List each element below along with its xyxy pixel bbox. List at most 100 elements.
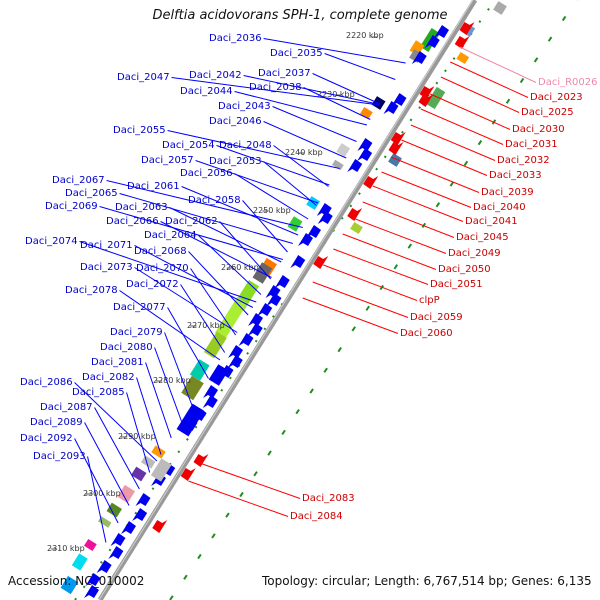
gene-label[interactable]: Daci_2033 [489, 170, 542, 181]
gene-label[interactable]: Daci_2058 [188, 195, 241, 206]
label-connector [263, 161, 317, 206]
backbone-highlight [98, 0, 474, 600]
reverse-gene-arrow [180, 468, 196, 481]
gene-label[interactable]: Daci_2025 [521, 107, 574, 118]
gene-label[interactable]: Daci_2077 [113, 302, 166, 313]
gene-label[interactable]: Daci_2032 [497, 155, 550, 166]
gene-label[interactable]: Daci_2051 [430, 279, 483, 290]
forward-gene-arrow [85, 573, 101, 586]
gene-label[interactable]: Daci_2072 [126, 279, 179, 290]
gene-label[interactable]: Daci_2030 [512, 124, 565, 135]
gene-label[interactable]: Daci_2038 [249, 82, 302, 93]
feature-block [141, 455, 156, 469]
gene-label[interactable]: Daci_2049 [448, 248, 501, 259]
forward-gene-labels: Daci_2036 Daci_2035 Daci_2047 Daci_2042 … [20, 33, 323, 462]
gene-label[interactable]: Daci_2042 [189, 70, 242, 81]
gene-label[interactable]: Daci_2081 [91, 357, 144, 368]
label-connector [87, 456, 107, 543]
reverse-gene-arrow [418, 94, 434, 107]
gene-label[interactable]: Daci_2035 [270, 48, 323, 59]
gene-label[interactable]: Daci_2047 [117, 72, 170, 83]
forward-gene-arrow [203, 385, 218, 398]
gene-label[interactable]: Daci_R0026 [538, 77, 598, 88]
forward-gene-arrow [108, 546, 124, 559]
forward-gene-arrow [411, 51, 427, 64]
gene-label[interactable]: Daci_2066 [106, 216, 159, 227]
gene-label[interactable]: Daci_2057 [141, 155, 194, 166]
forward-gene-arrow [357, 148, 373, 161]
gene-label[interactable]: Daci_2064 [144, 230, 197, 241]
label-connector [126, 392, 151, 473]
forward-gene-arrow [96, 560, 112, 573]
gene-label[interactable]: Daci_2085 [72, 387, 125, 398]
gene-label[interactable]: Daci_2084 [290, 511, 343, 522]
gene-label[interactable]: Daci_2031 [505, 139, 558, 150]
gene-label[interactable]: clpP [419, 295, 440, 306]
gene-label[interactable]: Daci_2078 [65, 285, 118, 296]
gene-label[interactable]: Daci_2036 [209, 33, 262, 44]
gene-label[interactable]: Daci_2023 [530, 92, 583, 103]
label-connector [312, 73, 381, 105]
gene-label[interactable]: Daci_2056 [180, 168, 233, 179]
feature-block [106, 502, 122, 518]
gene-label[interactable]: Daci_2079 [110, 327, 163, 338]
gene-label[interactable]: Daci_2046 [209, 116, 262, 127]
gene-label[interactable]: Daci_2043 [218, 101, 271, 112]
label-connectors [74, 38, 537, 543]
gene-label[interactable]: Daci_2070 [136, 263, 189, 274]
gene-label[interactable]: Daci_2067 [52, 175, 105, 186]
gene-label[interactable]: Daci_2065 [65, 188, 118, 199]
gene-label[interactable]: Daci_2059 [410, 312, 463, 323]
gene-label[interactable]: Daci_2074 [25, 236, 78, 247]
gene-label[interactable]: Daci_2082 [82, 372, 135, 383]
forward-gene-arrow [257, 303, 273, 316]
label-connector [199, 462, 301, 499]
gene-label[interactable]: Daci_2092 [20, 433, 73, 444]
gene-label[interactable]: Daci_2039 [481, 187, 534, 198]
gene-label[interactable]: Daci_2053 [209, 156, 262, 167]
gene-label[interactable]: Daci_2087 [40, 402, 93, 413]
feature-block [84, 538, 97, 552]
gene-label[interactable]: Daci_2068 [134, 246, 187, 257]
label-connector [188, 251, 249, 316]
label-connector [84, 422, 130, 506]
gene-label[interactable]: Daci_2062 [165, 216, 218, 227]
gene-label[interactable]: Daci_2050 [438, 264, 491, 275]
reverse-gene-arrow [363, 176, 379, 189]
label-connector [381, 171, 472, 208]
gene-label[interactable]: Daci_2071 [80, 240, 133, 251]
reverse-gene-arrow [459, 22, 475, 35]
feature-block [215, 297, 248, 339]
gene-label[interactable]: Daci_2055 [113, 125, 166, 136]
feature-block [60, 575, 79, 595]
feature-block [287, 216, 303, 232]
label-connector [195, 160, 319, 204]
forward-gene-arrow [391, 93, 407, 106]
reverse-gene-arrow [313, 256, 329, 269]
gene-label[interactable]: Daci_2063 [115, 202, 168, 213]
feature-block [203, 331, 227, 359]
gene-label[interactable]: Daci_2089 [30, 417, 83, 428]
gene-label[interactable]: Daci_2083 [302, 493, 355, 504]
forward-gene-arrow [247, 323, 263, 336]
gene-label[interactable]: Daci_2073 [80, 262, 133, 273]
gene-label[interactable]: Daci_2044 [180, 86, 233, 97]
gene-label[interactable]: Daci_2061 [127, 181, 180, 192]
gene-label[interactable]: Daci_2080 [100, 342, 153, 353]
gene-label[interactable]: Daci_2045 [456, 232, 509, 243]
label-connector [263, 38, 406, 64]
forward-gene-arrow [238, 333, 254, 346]
gene-label[interactable]: Daci_2041 [465, 216, 518, 227]
gene-label[interactable]: Daci_2054 [162, 140, 215, 151]
feature-block [131, 466, 147, 482]
gene-label[interactable]: Daci_2040 [473, 202, 526, 213]
gene-label[interactable]: Daci_2069 [45, 201, 98, 212]
label-connector [272, 106, 357, 142]
gene-label[interactable]: Daci_2086 [20, 377, 73, 388]
gene-label[interactable]: Daci_2093 [33, 451, 86, 462]
forward-gene-arrow [434, 25, 449, 38]
gene-label[interactable]: Daci_2048 [219, 140, 272, 151]
gene-label[interactable]: Daci_2037 [258, 68, 311, 79]
gene-label[interactable]: Daci_2060 [400, 328, 453, 339]
